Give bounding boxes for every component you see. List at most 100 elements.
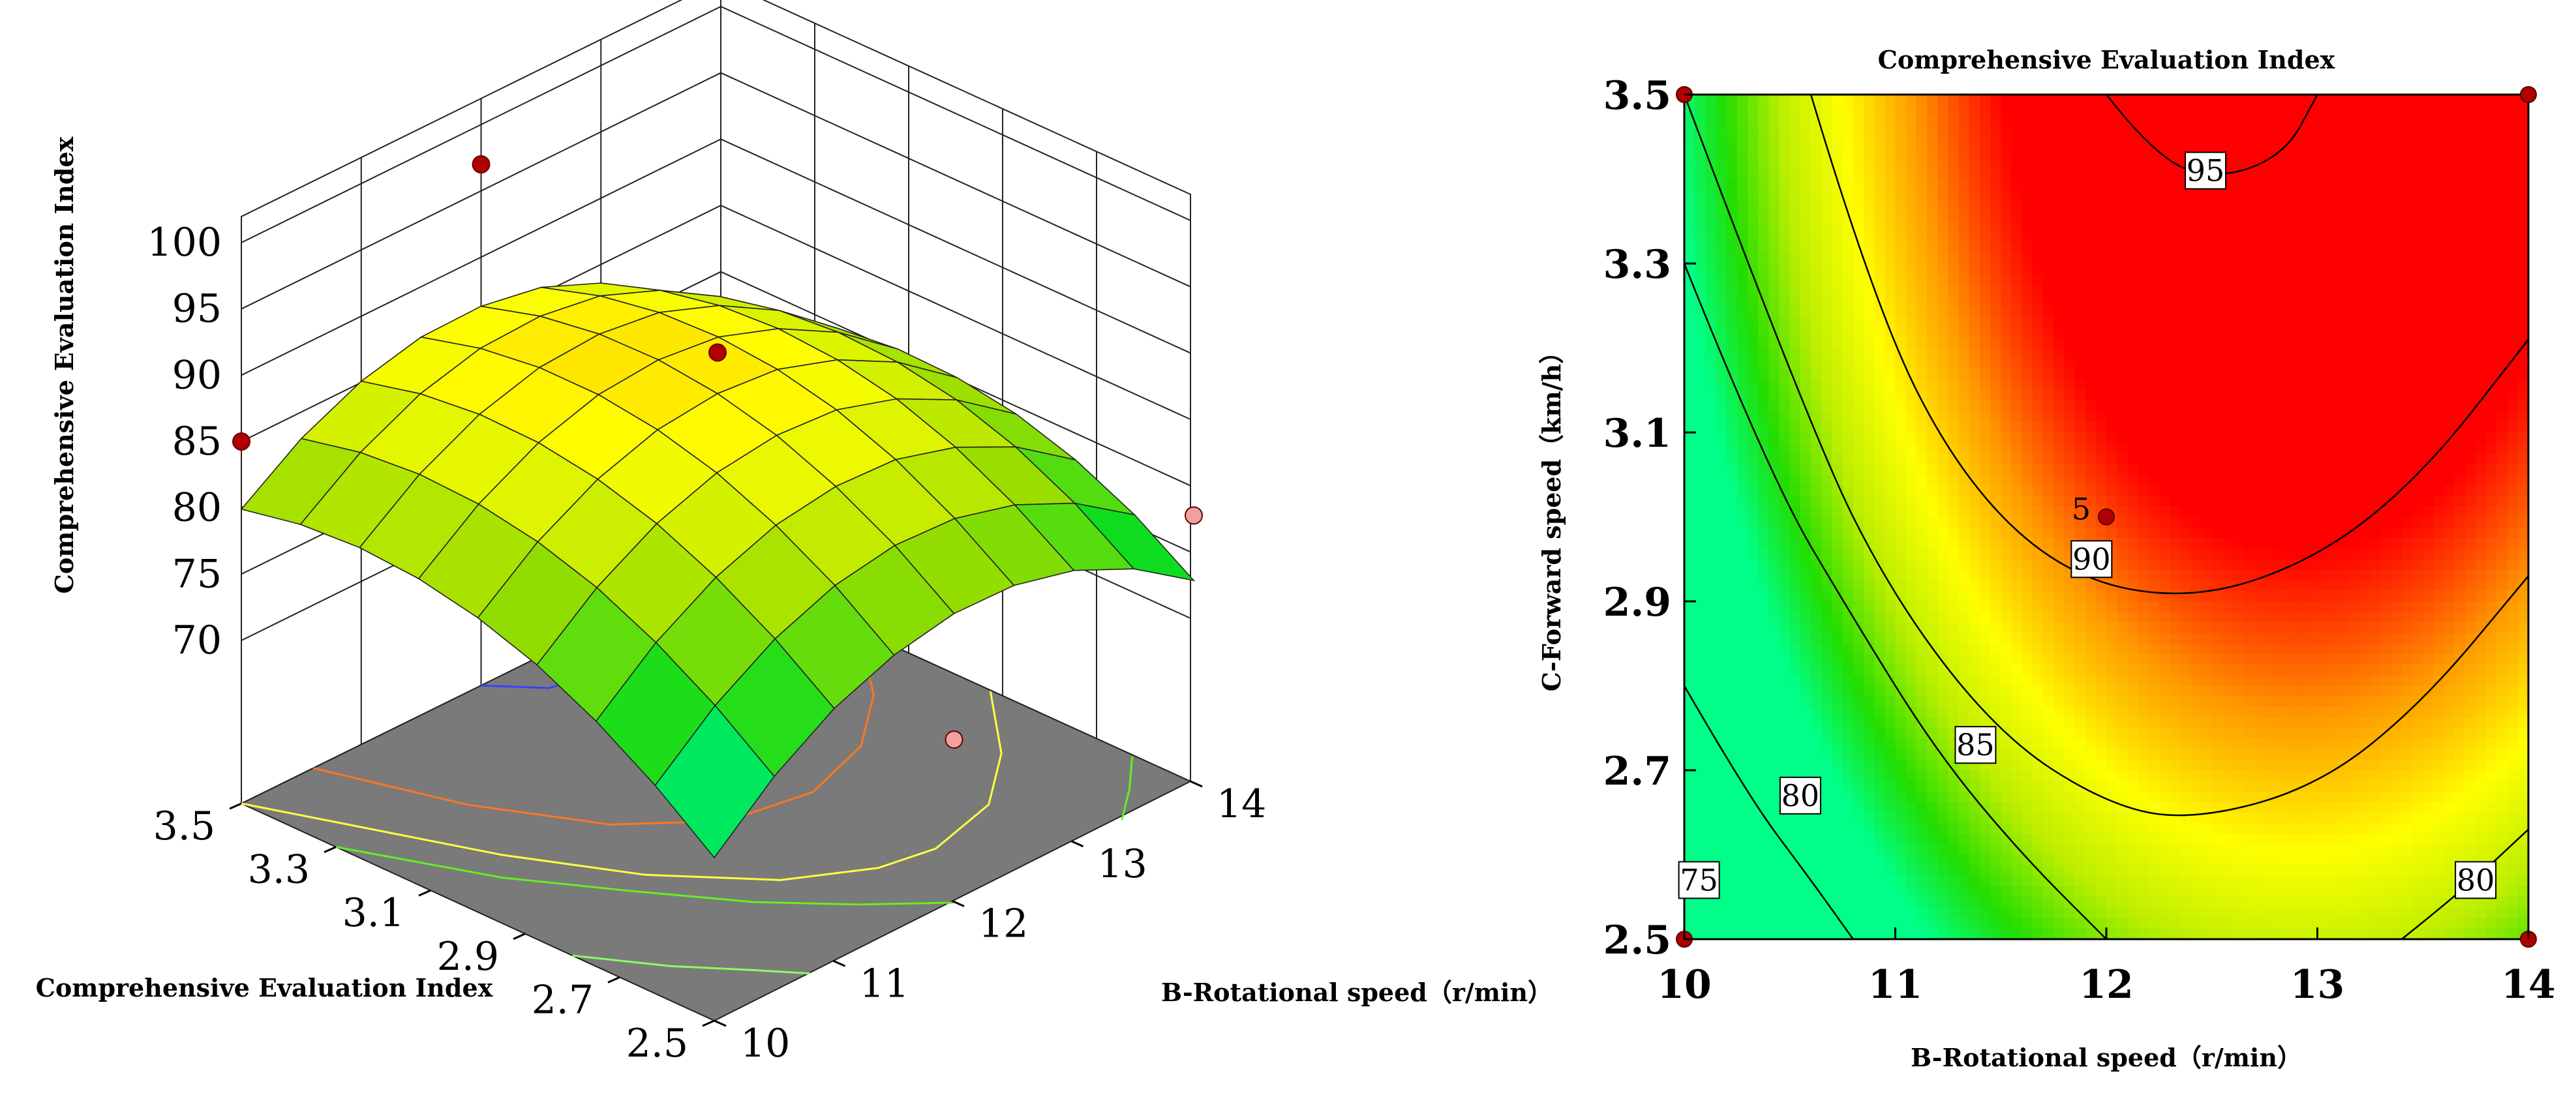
contour-cell	[2412, 368, 2424, 380]
contour-cell	[2359, 474, 2371, 486]
contour-cell	[2064, 643, 2076, 655]
contour-cell	[2053, 368, 2065, 380]
contour-cell	[1695, 696, 1706, 708]
contour-cell	[2317, 105, 2329, 117]
contour-cell	[2338, 612, 2350, 624]
contour-cell	[2370, 527, 2382, 539]
contour-cell	[2064, 368, 2076, 380]
contour-cell	[2507, 358, 2519, 370]
contour-cell	[1789, 622, 1801, 634]
contour-cell	[2243, 105, 2255, 117]
contour-cell	[1800, 559, 1811, 571]
contour-cell	[2211, 295, 2223, 307]
contour-cell	[2370, 252, 2382, 264]
contour-cell	[1864, 337, 1875, 349]
contour-cell	[1948, 380, 1960, 391]
contour-cell	[1695, 105, 1706, 117]
contour-cell	[1927, 685, 1938, 697]
contour-cell	[2327, 263, 2339, 275]
contour-cell	[2327, 189, 2339, 201]
contour-cell	[2370, 453, 2382, 465]
contour-cell	[2170, 179, 2181, 190]
contour-cell	[2423, 506, 2434, 518]
contour-cell	[1979, 158, 1991, 170]
contour-cell	[2138, 612, 2149, 624]
contour-cell	[1969, 643, 1980, 655]
contour-cell	[2496, 316, 2508, 327]
contour-cell	[2170, 612, 2181, 624]
contour-cell	[2211, 200, 2223, 211]
contour-cell	[2106, 305, 2117, 317]
contour-cell	[2180, 432, 2192, 443]
contour-cell	[2433, 136, 2445, 148]
contour-cell	[1853, 380, 1864, 391]
contour-cell	[1726, 421, 1738, 433]
contour-cell	[1842, 474, 1854, 486]
contour-cell	[2074, 622, 2086, 634]
contour-cell	[2011, 685, 2023, 697]
contour-cell	[2001, 105, 2012, 117]
contour-cell	[1789, 95, 1801, 106]
contour-cell	[1736, 728, 1748, 740]
contour-cell	[2359, 263, 2371, 275]
contour-cell	[1842, 612, 1854, 624]
contour-cell	[1864, 380, 1875, 391]
contour-cell	[2074, 496, 2086, 507]
contour-cell	[2138, 601, 2149, 612]
contour-cell	[2444, 643, 2455, 655]
contour-cell	[2074, 706, 2086, 718]
contour-cell	[2454, 380, 2466, 391]
contour-cell	[2496, 380, 2508, 391]
contour-cell	[2201, 453, 2213, 465]
contour-cell	[1948, 168, 1960, 180]
contour-cell	[2464, 390, 2476, 402]
contour-cell	[2233, 717, 2245, 729]
contour-cell	[1832, 654, 1843, 665]
contour-cell	[1695, 95, 1706, 106]
contour-cell	[2380, 453, 2392, 465]
contour-cell	[2317, 622, 2329, 634]
contour-cell	[1716, 654, 1727, 665]
contour-cell	[2464, 211, 2476, 222]
contour-cell	[2095, 443, 2107, 455]
contour-cell	[2053, 105, 2065, 117]
contour-cell	[2296, 105, 2308, 117]
contour-cell	[2444, 706, 2455, 718]
contour-cell	[2095, 665, 2107, 676]
contour-cell	[2064, 453, 2076, 465]
contour-cell	[2454, 242, 2466, 254]
contour-cell	[2476, 263, 2487, 275]
contour-cell	[2064, 506, 2076, 518]
contour-cell	[1990, 295, 2002, 307]
contour-cell	[2095, 232, 2107, 243]
contour-cell	[2159, 358, 2170, 370]
contour-cell	[2380, 443, 2392, 455]
contour-cell	[2476, 496, 2487, 507]
design-point	[708, 343, 727, 362]
contour-cell	[2127, 548, 2139, 560]
contour-cell	[1916, 432, 1928, 443]
contour-cell	[1716, 305, 1727, 317]
contour-cell	[1758, 284, 1770, 296]
contour-cell	[2011, 211, 2023, 222]
contour-cell	[2476, 654, 2487, 665]
contour-cell	[1853, 358, 1864, 370]
contour-cell	[2296, 654, 2308, 665]
contour-cell	[2296, 506, 2308, 518]
contour-cell	[2053, 274, 2065, 286]
contour-cell	[2138, 643, 2149, 655]
contour-cell	[2349, 432, 2360, 443]
contour-cell	[2022, 242, 2033, 254]
contour-cell	[2423, 485, 2434, 496]
contour-cell	[1979, 464, 1991, 475]
contour-cell	[2254, 316, 2265, 327]
contour-cell	[2180, 189, 2192, 201]
contour-cell	[1958, 706, 1970, 718]
contour-cell	[2117, 115, 2129, 127]
contour-cell	[2148, 115, 2160, 127]
contour-cell	[1969, 548, 1980, 560]
contour-cell	[2011, 147, 2023, 158]
contour-cell	[1937, 316, 1949, 327]
contour-cell	[2138, 548, 2149, 560]
contour-cell	[1895, 105, 1907, 117]
